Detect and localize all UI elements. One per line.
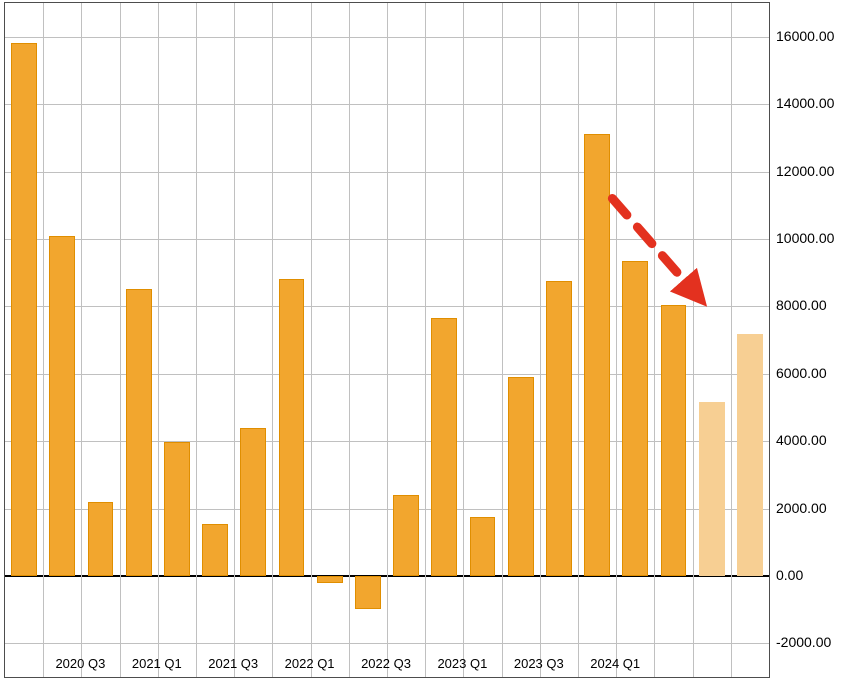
bar xyxy=(49,236,75,576)
gridline-vertical xyxy=(120,3,121,677)
bar xyxy=(470,517,496,576)
bar xyxy=(317,576,343,583)
y-axis-tick-label: 10000.00 xyxy=(776,230,834,246)
x-axis-tick-label: 2020 Q3 xyxy=(55,656,105,671)
bar xyxy=(393,495,419,576)
chart-container: Net Streaming Subscriber Additions 7.17k… xyxy=(0,0,848,685)
gridline-vertical xyxy=(425,3,426,677)
bar xyxy=(279,279,305,576)
bar xyxy=(240,428,266,576)
bar xyxy=(11,43,37,575)
gridline-vertical xyxy=(463,3,464,677)
bar xyxy=(355,576,381,609)
gridline-vertical xyxy=(578,3,579,677)
x-axis-tick-label: 2021 Q3 xyxy=(208,656,258,671)
x-axis-tick-label: 2021 Q1 xyxy=(132,656,182,671)
y-axis-tick-label: 0.00 xyxy=(776,567,803,583)
x-axis-tick-label: 2024 Q1 xyxy=(590,656,640,671)
x-axis-tick-label: 2022 Q1 xyxy=(285,656,335,671)
y-axis-tick-label: -2000.00 xyxy=(776,634,831,650)
gridline-vertical xyxy=(540,3,541,677)
y-axis-tick-label: 14000.00 xyxy=(776,95,834,111)
x-axis-tick-label: 2022 Q3 xyxy=(361,656,411,671)
bar xyxy=(202,524,228,576)
y-axis-tick-label: 6000.00 xyxy=(776,365,827,381)
gridline-vertical xyxy=(81,3,82,677)
bar xyxy=(431,318,457,576)
x-axis-tick-label: 2023 Q1 xyxy=(437,656,487,671)
bar xyxy=(661,305,687,576)
x-axis-tick-label: 2023 Q3 xyxy=(514,656,564,671)
gridline-vertical xyxy=(158,3,159,677)
bar xyxy=(699,402,725,576)
gridline-vertical xyxy=(654,3,655,677)
gridline-vertical xyxy=(731,3,732,677)
gridline-vertical xyxy=(693,3,694,677)
gridline-vertical xyxy=(43,3,44,677)
gridline-vertical xyxy=(234,3,235,677)
gridline-vertical xyxy=(272,3,273,677)
y-axis-tick-label: 4000.00 xyxy=(776,432,827,448)
bar xyxy=(546,281,572,576)
gridline-vertical xyxy=(387,3,388,677)
chart-plot-area xyxy=(4,2,770,678)
bar xyxy=(508,377,534,575)
bar xyxy=(737,334,763,576)
gridline-vertical xyxy=(616,3,617,677)
x-axis-labels: 2020 Q3 2021 Q1 2021 Q3 2022 Q1 2022 Q3 2023 … xyxy=(4,656,770,676)
bar xyxy=(584,134,610,576)
y-axis-tick-label: 8000.00 xyxy=(776,297,827,313)
bar xyxy=(164,442,190,576)
gridline-vertical xyxy=(196,3,197,677)
y-axis-tick-label: 16000.00 xyxy=(776,28,834,44)
y-axis-labels: -2000.00 0.00 2000.00 4000.00 6000.00 8000.00… xyxy=(774,2,846,678)
gridline-vertical xyxy=(311,3,312,677)
y-axis-tick-label: 12000.00 xyxy=(776,163,834,179)
y-axis-tick-label: 2000.00 xyxy=(776,500,827,516)
gridline-vertical xyxy=(349,3,350,677)
gridline-vertical xyxy=(502,3,503,677)
bar xyxy=(126,289,152,575)
bar xyxy=(88,502,114,576)
bar xyxy=(622,261,648,575)
